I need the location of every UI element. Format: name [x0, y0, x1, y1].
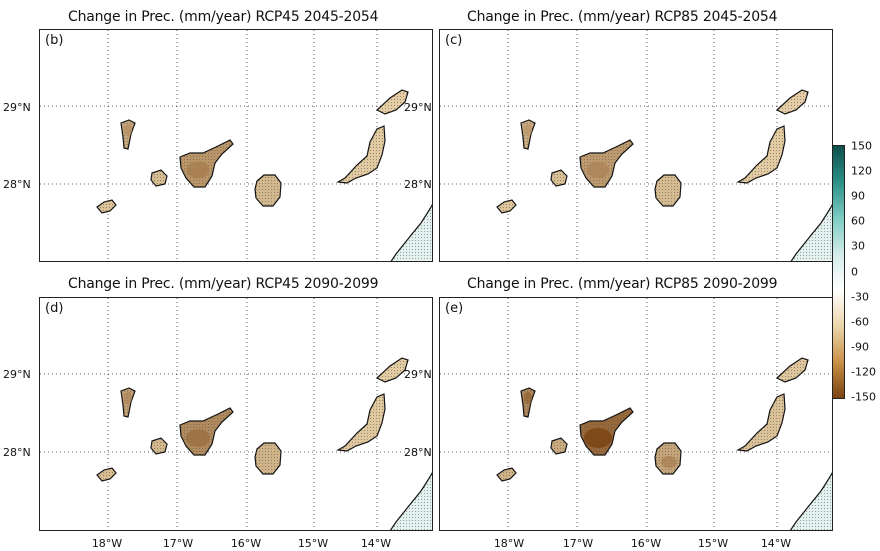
la-palma-core-anomaly — [524, 124, 532, 136]
colorbar-tick-label: 150 — [851, 139, 872, 153]
lon-label-left-16w: 16°W — [230, 537, 262, 550]
tenerife-core-anomaly — [584, 428, 612, 448]
significance-stipple — [377, 358, 408, 382]
map-canvas-d — [40, 298, 432, 530]
colorbar-tick-label: -150 — [851, 390, 876, 404]
significance-stipple — [97, 468, 116, 481]
colorbar-tick-label: -30 — [851, 290, 869, 304]
significance-stipple — [338, 394, 385, 451]
colorbar-tick-label: 30 — [851, 239, 865, 253]
map-panel-d: (d) — [39, 297, 433, 531]
significance-stipple — [655, 175, 681, 206]
map-canvas-b — [40, 30, 432, 261]
panel-title-b: Change in Prec. (mm/year) RCP45 2045-205… — [68, 9, 379, 25]
lat-label-top-29n-right: 29°N — [404, 101, 432, 114]
la-palma-core-anomaly — [524, 392, 532, 404]
la-palma-core-anomaly — [124, 124, 132, 136]
significance-stipple — [151, 170, 167, 186]
lat-label-top-29n: 29°N — [3, 101, 31, 114]
lon-label-left-18w: 18°W — [91, 537, 123, 550]
significance-stipple — [391, 205, 432, 261]
significance-stipple — [497, 200, 516, 213]
lat-label-bottom-28n-right: 28°N — [404, 446, 432, 459]
lat-label-bottom-29n-right: 29°N — [404, 368, 432, 381]
significance-stipple — [738, 126, 785, 183]
panel-label-e: (e) — [445, 301, 464, 316]
lon-label-right-17w: 17°W — [562, 537, 594, 550]
gran-canaria-core-anomaly — [661, 456, 677, 468]
significance-stipple — [551, 438, 567, 454]
lon-label-left-17w: 17°W — [162, 537, 194, 550]
tenerife-core-anomaly — [185, 429, 211, 447]
map-panel-b: (b) — [39, 29, 433, 262]
significance-stipple — [255, 175, 281, 206]
map-canvas-e — [440, 298, 832, 530]
significance-stipple — [255, 443, 281, 474]
map-canvas-c — [440, 30, 832, 261]
lon-label-left-15w: 15°W — [297, 537, 329, 550]
colorbar-tick-label: -60 — [851, 315, 869, 329]
lat-label-top-28n-right: 28°N — [404, 178, 432, 191]
la-palma-core-anomaly — [124, 392, 132, 404]
significance-stipple — [738, 394, 785, 451]
colorbar-tick-label: 90 — [851, 189, 865, 203]
map-panel-c: (c) — [439, 29, 833, 262]
significance-stipple — [377, 90, 408, 114]
lat-label-bottom-28n: 28°N — [3, 446, 31, 459]
colorbar-tick-label: 0 — [851, 265, 858, 278]
panel-title-e: Change in Prec. (mm/year) RCP85 2090-209… — [467, 276, 778, 292]
panel-label-c: (c) — [445, 33, 463, 48]
lon-label-right-18w: 18°W — [493, 537, 525, 550]
lon-label-right-15w: 15°W — [697, 537, 729, 550]
panel-title-d: Change in Prec. (mm/year) RCP45 2090-209… — [68, 276, 379, 292]
significance-stipple — [777, 90, 808, 114]
significance-stipple — [390, 473, 432, 530]
lon-label-right-16w: 16°W — [630, 537, 662, 550]
significance-stipple — [551, 170, 567, 186]
significance-stipple — [777, 358, 808, 382]
panel-label-d: (d) — [45, 301, 64, 316]
map-panel-e: (e) — [439, 297, 833, 531]
lat-label-bottom-29n: 29°N — [3, 368, 31, 381]
significance-stipple — [180, 408, 233, 455]
lon-label-right-14w: 14°W — [760, 537, 792, 550]
colorbar-tick-label: 60 — [851, 214, 865, 228]
panel-label-b: (b) — [45, 33, 64, 48]
colorbar-tick-label: -120 — [851, 365, 876, 379]
significance-stipple — [497, 468, 516, 481]
lon-label-left-14w: 14°W — [360, 537, 392, 550]
significance-stipple — [790, 473, 832, 530]
colorbar-tick-label: 120 — [851, 164, 872, 178]
tenerife-core-anomaly — [186, 161, 210, 179]
panel-title-c: Change in Prec. (mm/year) RCP85 2045-205… — [467, 9, 778, 25]
significance-stipple — [338, 126, 385, 183]
colorbar-tick-label: -90 — [851, 340, 869, 354]
significance-stipple — [151, 438, 167, 454]
significance-stipple — [180, 140, 233, 187]
colorbar — [832, 145, 845, 399]
significance-stipple — [580, 140, 633, 187]
lat-label-top-28n: 28°N — [3, 178, 31, 191]
significance-stipple — [97, 200, 116, 213]
significance-stipple — [791, 205, 832, 261]
tenerife-core-anomaly — [586, 161, 610, 179]
